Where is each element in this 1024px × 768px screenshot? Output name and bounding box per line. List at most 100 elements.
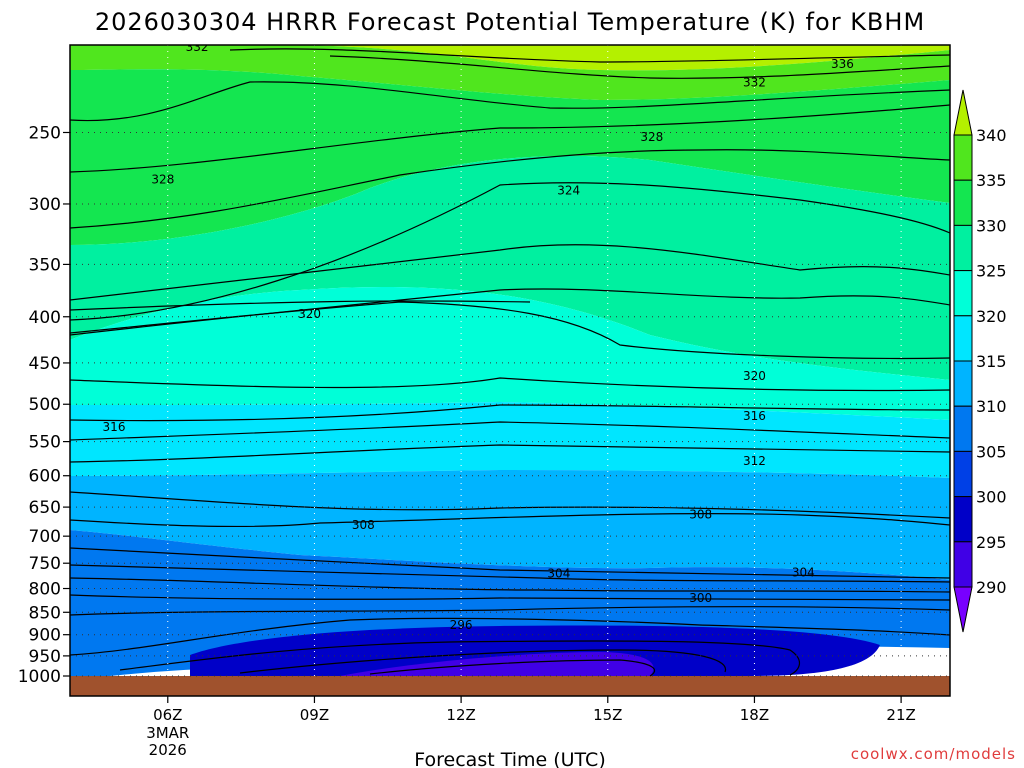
contour-line (70, 421, 950, 441)
x-tick-label: 18Z (740, 706, 769, 724)
colorbar-segment (953, 134, 973, 181)
contour-line (70, 300, 531, 311)
band-320-325 (70, 155, 950, 380)
band-310-315 (70, 402, 950, 478)
x-tick-label: 09Z (300, 706, 329, 724)
contour-labels: 332 336 332 328 328 324 320 320 316 316 312 308 308 3… (103, 40, 854, 632)
y-tick-label: 900 (29, 626, 61, 646)
contour-label: 308 (352, 518, 375, 532)
contour-line (229, 48, 950, 63)
y-tick-label: 550 (29, 433, 61, 453)
colorbar-segment (953, 224, 973, 272)
contour-label: 304 (547, 567, 570, 581)
x-tick-label: 06Z (153, 706, 182, 724)
x-tick-label: 12Z (446, 706, 475, 724)
colorbar-segment (953, 405, 973, 452)
colorbar-segment (953, 270, 973, 317)
colorbar-extend-bottom (953, 586, 973, 633)
x-date-label: 3MAR (146, 724, 189, 742)
y-tick-label: 650 (29, 498, 61, 518)
colorbar-segment (953, 179, 973, 226)
plot-area: 332 336 332 328 328 324 320 320 316 316 312 308 308 3… (70, 40, 950, 696)
contour-label: 296 (450, 618, 473, 632)
y-tick-label: 1000 (18, 667, 61, 687)
contour-line (329, 55, 950, 79)
x-date-label: 2026 (149, 741, 187, 759)
y-axis: 250 300 350 400 450 500 550 600 650 700 750 800 850 9… (18, 123, 70, 687)
colorbar-tick-label: 295 (976, 533, 1007, 552)
contour-line (70, 491, 950, 519)
y-tick-label: 400 (29, 308, 61, 328)
colorbar-tick-label: 340 (976, 126, 1007, 145)
contour-line (70, 617, 950, 656)
contour-label: 316 (103, 420, 126, 434)
colorbar-tick-label: 320 (976, 307, 1007, 326)
band-330-335 (70, 45, 950, 100)
contour-line (70, 404, 950, 422)
contour-label: 320 (298, 307, 321, 321)
y-tick-label: 250 (29, 123, 61, 143)
y-tick-label: 950 (29, 647, 61, 667)
contour-label: 336 (831, 57, 854, 71)
y-tick-label: 850 (29, 603, 61, 623)
y-tick-label: 800 (29, 580, 61, 600)
contour-line (239, 649, 727, 674)
y-tick-label: 700 (29, 527, 61, 547)
y-tick-label: 300 (29, 195, 61, 215)
contour-line (70, 301, 950, 360)
contour-label: 304 (792, 566, 815, 580)
contour-line (70, 513, 950, 528)
x-tick-label: 21Z (886, 706, 915, 724)
colorbar: 290 295 300 305 310 315 320 325 330 335 340 (953, 89, 1007, 633)
contour-label: 320 (743, 369, 766, 383)
colorbar-segment (953, 541, 973, 588)
colorbar-tick-label: 290 (976, 578, 1007, 597)
x-axis-label: Forecast Time (UTC) (414, 749, 605, 768)
band-above-335 (70, 45, 950, 71)
contour-label: 328 (640, 130, 663, 144)
contour-line (70, 594, 950, 601)
contour-label: 324 (557, 184, 580, 198)
contour-line (119, 640, 800, 676)
contour-line (369, 659, 656, 677)
colorbar-tick-label: 315 (976, 352, 1007, 371)
contour-line (70, 182, 950, 321)
contour-label: 312 (743, 454, 766, 468)
band-295-300 (190, 625, 880, 676)
contour-line (70, 377, 950, 392)
surface-ground (70, 676, 950, 696)
contour-lines (70, 48, 950, 677)
contour-line (70, 104, 950, 173)
contour-line (70, 244, 950, 301)
colorbar-tick-label: 325 (976, 262, 1007, 281)
x-tick-label: 15Z (593, 706, 622, 724)
y-tick-label: 500 (29, 395, 61, 415)
contour-label: 332 (186, 40, 209, 54)
band-305-310 (70, 470, 950, 580)
plot-frame (69, 44, 951, 697)
y-tick-label: 750 (29, 554, 61, 574)
y-tick-label: 450 (29, 354, 61, 374)
band-325-330 (70, 69, 950, 246)
contour-line (70, 577, 950, 593)
chart-title: 2026030304 HRRR Forecast Potential Tempe… (95, 8, 925, 36)
contour-label: 316 (743, 409, 766, 423)
y-tick-label: 350 (29, 255, 61, 275)
colorbar-tick-label: 310 (976, 397, 1007, 416)
contour-label: 300 (689, 591, 712, 605)
contour-line (70, 81, 950, 122)
contour-line (70, 564, 950, 583)
colorbar-segment (953, 360, 973, 407)
contour-label: 332 (743, 75, 766, 89)
colorbar-tick-label: 300 (976, 488, 1007, 507)
colorbar-segment (953, 450, 973, 498)
contour-line (70, 444, 950, 463)
colorbar-segment (953, 315, 973, 362)
contour-label: 308 (689, 507, 712, 521)
colorbar-tick-label: 305 (976, 442, 1007, 461)
colorbar-tick-label: 335 (976, 171, 1007, 190)
contour-line (70, 547, 950, 579)
credit-text: coolwx.com/models (851, 745, 1016, 763)
